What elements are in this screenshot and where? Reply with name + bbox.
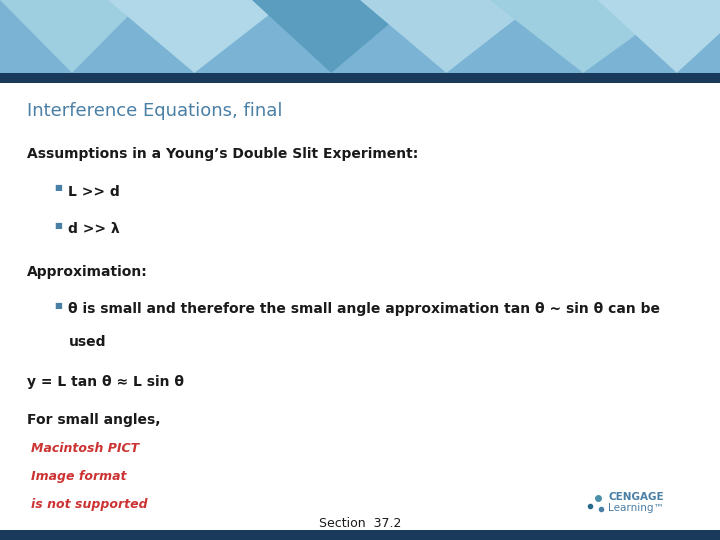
- Text: For small angles,: For small angles,: [27, 413, 161, 427]
- Polygon shape: [490, 0, 684, 73]
- Bar: [0, 73, 720, 83]
- Text: Image format: Image format: [31, 470, 127, 483]
- Text: θ is small and therefore the small angle approximation tan θ ~ sin θ can be: θ is small and therefore the small angle…: [68, 302, 660, 316]
- Bar: [0, 0, 720, 73]
- Text: y = L tan θ ≈ L sin θ: y = L tan θ ≈ L sin θ: [27, 375, 184, 389]
- Text: used: used: [68, 335, 106, 348]
- Text: ■: ■: [54, 221, 62, 230]
- Text: ■: ■: [54, 301, 62, 309]
- Polygon shape: [252, 0, 418, 73]
- Text: Macintosh PICT: Macintosh PICT: [31, 442, 139, 455]
- Text: is not supported: is not supported: [31, 497, 148, 510]
- Polygon shape: [0, 0, 144, 73]
- Text: ■: ■: [54, 183, 62, 192]
- Text: Learning™: Learning™: [608, 503, 665, 512]
- Polygon shape: [598, 0, 720, 73]
- Text: Assumptions in a Young’s Double Slit Experiment:: Assumptions in a Young’s Double Slit Exp…: [27, 147, 418, 161]
- Text: Approximation:: Approximation:: [27, 265, 148, 279]
- Text: CENGAGE: CENGAGE: [608, 492, 664, 502]
- Polygon shape: [360, 0, 540, 73]
- Text: Section  37.2: Section 37.2: [319, 517, 401, 530]
- Text: L >> d: L >> d: [68, 185, 120, 199]
- Text: Interference Equations, final: Interference Equations, final: [27, 102, 283, 119]
- Polygon shape: [108, 0, 288, 73]
- Text: d >> λ: d >> λ: [68, 222, 120, 237]
- Bar: [0, 530, 720, 540]
